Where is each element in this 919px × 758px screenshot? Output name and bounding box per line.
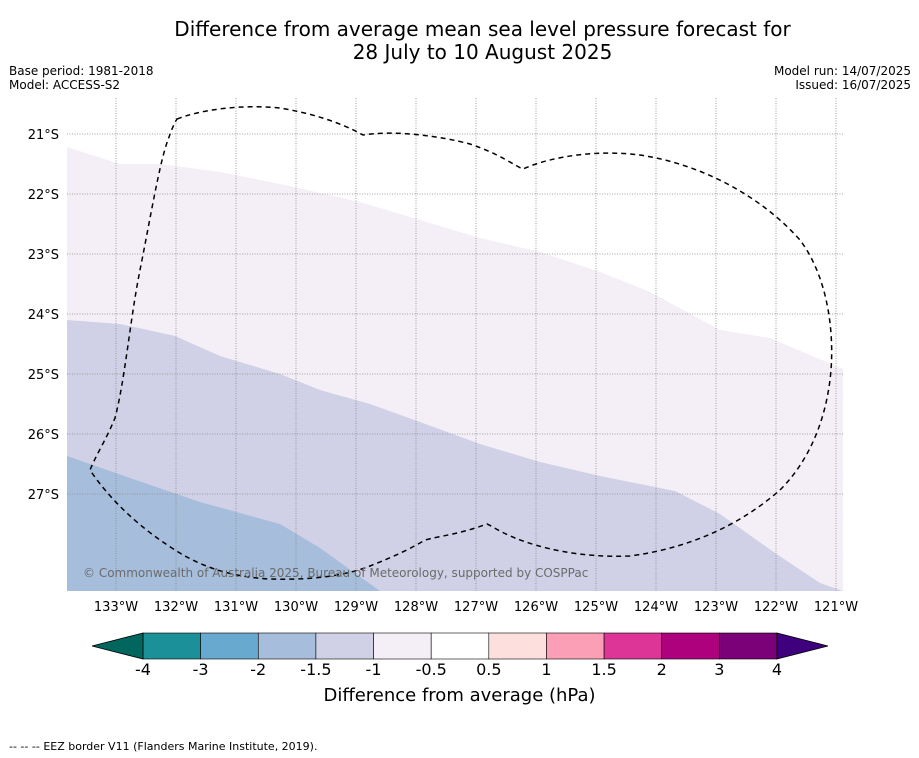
colorbar-title: Difference from average (hPa): [323, 685, 596, 706]
colorbar-cell: [200, 632, 259, 660]
colorbar-tick-label: -1: [365, 660, 382, 679]
longitude-label: 131°W: [214, 600, 258, 615]
longitude-label: 132°W: [154, 600, 198, 615]
meta-left: Base period: 1981-2018 Model: ACCESS-S2: [9, 64, 154, 92]
longitude-label: 124°W: [634, 600, 678, 615]
colorbar: [91, 632, 829, 660]
colorbar-tick-label: 4: [771, 660, 783, 679]
colorbar-cell: [142, 632, 201, 660]
latitude-label: 21°S: [28, 128, 59, 143]
graticule: [67, 98, 843, 591]
longitude-label: 126°W: [514, 600, 558, 615]
latitude-label: 25°S: [28, 368, 59, 383]
longitude-label: 125°W: [574, 600, 618, 615]
colorbar-cell: [603, 632, 663, 660]
colorbar-tick-label: -2: [250, 660, 267, 679]
longitude-label: 130°W: [274, 600, 318, 615]
map-svg: © Commonwealth of Australia 2025, Bureau…: [28, 98, 859, 615]
longitude-label: 127°W: [454, 600, 498, 615]
eez-legend-symbol: -- -- --: [9, 740, 40, 753]
colorbar-cell: [546, 632, 605, 660]
base-period: Base period: 1981-2018: [9, 64, 154, 78]
model-run: Model run: 14/07/2025: [773, 64, 911, 78]
latitude-label: 24°S: [28, 308, 59, 323]
latitude-label: 23°S: [28, 248, 59, 263]
colorbar-cells: [142, 632, 778, 660]
latitude-label: 26°S: [28, 428, 59, 443]
title-line-2: 28 July to 10 August 2025: [352, 40, 613, 64]
eez-legend-text: EEZ border V11 (Flanders Marine Institut…: [43, 740, 318, 753]
colorbar-tick-label: 0.5: [476, 660, 502, 679]
colorbar-cell: [430, 632, 490, 660]
issued-date: Issued: 16/07/2025: [795, 78, 911, 92]
colorbar-tick-label: -3: [192, 660, 209, 679]
copyright-note: © Commonwealth of Australia 2025, Bureau…: [83, 566, 588, 580]
eez-border: [89, 106, 833, 580]
title-line-1: Difference from average mean sea level p…: [174, 17, 791, 41]
colorbar-tick-label: 1.5: [591, 660, 617, 679]
colorbar-tick-label: -4: [135, 660, 151, 679]
colorbar-cell: [488, 632, 547, 660]
colorbar-tick-label: 3: [714, 660, 725, 679]
longitude-label: 122°W: [754, 600, 798, 615]
colorbar-cell: [373, 632, 432, 660]
longitude-label: 128°W: [394, 600, 438, 615]
axis-labels: 133°W 132°W 131°W 130°W 129°W 128°W 127°W 126°W…: [28, 128, 859, 615]
colorbar-cell: [661, 632, 720, 660]
colorbar-cell: [315, 632, 374, 660]
region-minus-2-to-minus-1-5: [67, 456, 380, 591]
longitude-label: 129°W: [334, 600, 378, 615]
footer-legend: -- -- -- EEZ border V11 (Flanders Marine…: [9, 740, 317, 753]
longitude-label: 123°W: [694, 600, 738, 615]
colorbar-cell: [719, 632, 778, 660]
colorbar-tick-label: 1: [541, 660, 552, 679]
map-title: Difference from average mean sea level p…: [0, 18, 919, 64]
colorbar-over-arrow: [776, 632, 829, 660]
latitude-label: 27°S: [28, 488, 59, 503]
colorbar-tick-label: 2: [656, 660, 667, 679]
longitude-label: 121°W: [814, 600, 858, 615]
colorbar-tick-label: -1.5: [300, 660, 332, 679]
colorbar-tick-label: -0.5: [415, 660, 447, 679]
meta-right: Model run: 14/07/2025 Issued: 16/07/2025: [774, 64, 911, 92]
latitude-label: 22°S: [28, 188, 59, 203]
model-name: Model: ACCESS-S2: [9, 78, 121, 92]
colorbar-under-arrow: [91, 632, 144, 660]
longitude-label: 133°W: [94, 600, 138, 615]
colorbar-cell: [257, 632, 317, 660]
